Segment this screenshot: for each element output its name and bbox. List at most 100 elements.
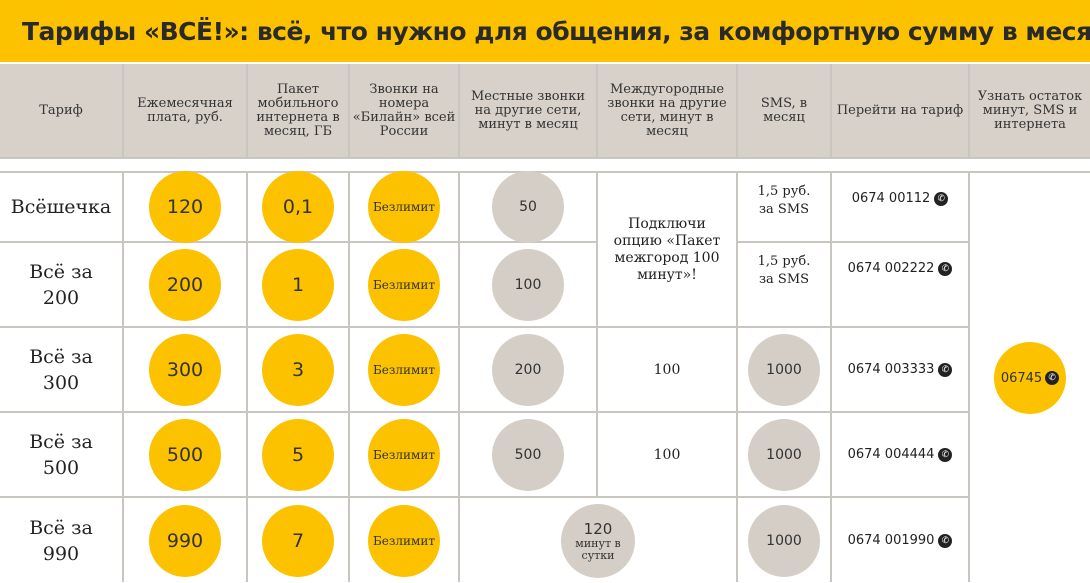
internet-cell: 0,1 [248, 171, 348, 243]
internet-circle: 0,1 [262, 171, 334, 243]
sms-cell: 1000 [738, 328, 830, 411]
switch-cell: 0674 00112 ✆ [832, 173, 968, 241]
header-fee: Ежемесячная плата, руб. [124, 64, 246, 157]
local-cell: 50 [460, 171, 596, 243]
local-circle: 200 [492, 333, 564, 406]
header-intercity-calls: Междугородные звонки на другие сети, мин… [598, 64, 736, 157]
phone-icon: ✆ [934, 191, 949, 206]
tariff-name: Всё за 500 [29, 430, 93, 479]
tariff-cell: Всё за 500 [0, 413, 122, 496]
sms-value: 1,5 руб. за SMS [757, 254, 811, 287]
sms-circle: 1000 [748, 504, 820, 577]
sms-value: 1,5 руб. за SMS [757, 184, 811, 217]
internet-cell: 5 [248, 413, 348, 496]
local-cell: 100 [460, 243, 596, 326]
switch-code-link[interactable]: 0674 004444 ✆ [848, 447, 953, 462]
tariff-name: Всёшечка [10, 196, 112, 218]
tariff-name: Всё за 200 [29, 260, 93, 309]
intercity-cell: 100 [598, 328, 736, 411]
internet-cell: 3 [248, 328, 348, 411]
local-circle: 50 [492, 171, 564, 243]
sms-cell: 1,5 руб. за SMS [738, 243, 830, 326]
sms-circle: 1000 [748, 333, 820, 406]
fee-cell: 120 [124, 171, 246, 243]
intercity-option: Подключи опцию «Пакет межгород 100 минут… [598, 173, 736, 326]
beeline-cell: Безлимит [350, 413, 458, 496]
phone-icon: ✆ [938, 362, 953, 377]
switch-code-link[interactable]: 0674 001990 ✆ [848, 533, 953, 548]
calls-value: 120 [583, 519, 613, 538]
tariff-name: Всё за 300 [29, 345, 93, 394]
beeline-cell: Безлимит [350, 328, 458, 411]
switch-cell: 0674 002222 ✆ [832, 243, 968, 326]
intercity-value: 100 [653, 446, 681, 463]
page-title: Тарифы «ВСЁ!»: всё, что нужно для общени… [0, 0, 1090, 62]
switch-code: 0674 00112 [851, 191, 931, 206]
header-balance: Узнать остаток минут, SMS и интернета [970, 64, 1090, 157]
beeline-cell: Безлимит [350, 171, 458, 243]
tariff-table: Тариф Ежемесячная плата, руб. Пакет моби… [0, 64, 1090, 583]
fee-circle: 300 [149, 333, 221, 406]
intercity-cell: 100 [598, 413, 736, 496]
balance-cell: 06745 ✆ [970, 173, 1090, 583]
header-tariff: Тариф [0, 64, 122, 157]
internet-circle: 1 [262, 248, 334, 321]
fee-circle: 200 [149, 248, 221, 321]
intercity-value: 100 [653, 361, 681, 378]
switch-code-link[interactable]: 0674 002222 ✆ [848, 261, 953, 276]
internet-circle: 7 [262, 504, 334, 577]
internet-cell: 1 [248, 243, 348, 326]
beeline-circle: Безлимит [368, 171, 440, 243]
tariff-name: Всё за 990 [29, 516, 93, 565]
switch-cell: 0674 003333 ✆ [832, 328, 968, 411]
calls-circle: 120 минут в сутки [561, 503, 635, 578]
local-circle: 100 [492, 248, 564, 321]
beeline-circle: Безлимит [368, 248, 440, 321]
switch-code: 0674 002222 [847, 261, 935, 276]
internet-circle: 5 [262, 418, 334, 491]
phone-icon: ✆ [938, 261, 953, 276]
spacer [0, 159, 1090, 171]
internet-circle: 3 [262, 333, 334, 406]
tariff-cell: Всёшечка [0, 173, 122, 241]
fee-cell: 200 [124, 243, 246, 326]
row5-calls: 120 минут в сутки [460, 498, 736, 583]
header-switch: Перейти на тариф [832, 64, 968, 157]
tariff-cell: Всё за 300 [0, 328, 122, 411]
local-cell: 500 [460, 413, 596, 496]
switch-code: 0674 003333 [847, 362, 935, 377]
header-beeline-calls: Звонки на номера «Билайн» всей России [350, 64, 458, 157]
sms-cell: 1,5 руб. за SMS [738, 173, 830, 241]
phone-icon: ✆ [938, 533, 953, 548]
tariff-cell: Всё за 200 [0, 243, 122, 326]
fee-cell: 300 [124, 328, 246, 411]
internet-cell: 7 [248, 498, 348, 583]
header-local-calls: Местные звонки на другие сети, минут в м… [460, 64, 596, 157]
local-cell: 200 [460, 328, 596, 411]
switch-code-link[interactable]: 0674 00112 ✆ [852, 191, 949, 206]
balance-code: 06745 [1000, 370, 1043, 386]
phone-icon: ✆ [1045, 371, 1060, 385]
switch-cell: 0674 001990 ✆ [832, 498, 968, 583]
fee-cell: 500 [124, 413, 246, 496]
fee-cell: 990 [124, 498, 246, 583]
switch-code-link[interactable]: 0674 003333 ✆ [848, 362, 953, 377]
header-sms: SMS, в месяц [738, 64, 830, 157]
beeline-circle: Безлимит [368, 333, 440, 406]
switch-code: 0674 004444 [847, 447, 935, 462]
beeline-cell: Безлимит [350, 243, 458, 326]
switch-code: 0674 001990 [847, 533, 935, 548]
calls-unit: минут в сутки [575, 536, 621, 562]
phone-icon: ✆ [938, 447, 953, 462]
fee-circle: 120 [149, 171, 221, 243]
header-internet: Пакет мобильного интернета в месяц, ГБ [248, 64, 348, 157]
beeline-circle: Безлимит [368, 418, 440, 491]
beeline-cell: Безлимит [350, 498, 458, 583]
tariff-cell: Всё за 990 [0, 498, 122, 583]
sms-circle: 1000 [748, 418, 820, 491]
sms-cell: 1000 [738, 413, 830, 496]
switch-cell: 0674 004444 ✆ [832, 413, 968, 496]
balance-button[interactable]: 06745 ✆ [994, 342, 1066, 414]
beeline-circle: Безлимит [368, 504, 440, 577]
sms-cell: 1000 [738, 498, 830, 583]
